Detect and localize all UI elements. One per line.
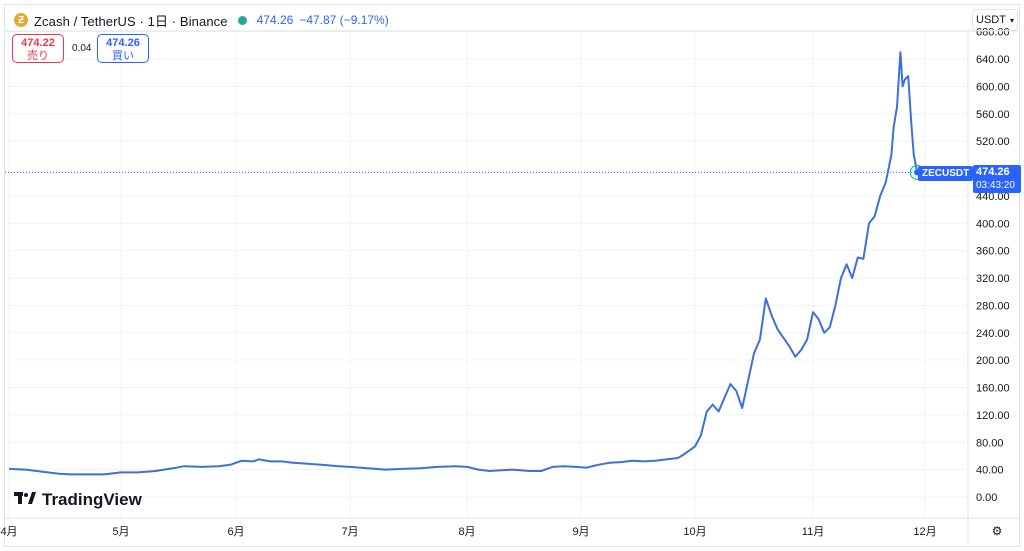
x-tick-label: 8月 xyxy=(458,526,475,538)
x-tick-label: 4月 xyxy=(0,526,17,538)
price-series-line xyxy=(8,51,919,476)
y-tick-label: 280.00 xyxy=(976,300,1010,312)
y-tick-label: 160.00 xyxy=(976,383,1010,395)
x-tick-label: 5月 xyxy=(112,526,129,538)
sell-price: 474.22 xyxy=(21,37,55,49)
y-tick-label: 400.00 xyxy=(976,218,1010,230)
y-tick-label: 440.00 xyxy=(976,191,1010,203)
last-price: 474.26 xyxy=(256,13,294,27)
sell-label: 売り xyxy=(27,50,49,62)
sell-button[interactable]: 474.22 売り xyxy=(12,34,64,63)
y-tick-label: 80.00 xyxy=(976,437,1004,449)
price-axis-value: 474.26 xyxy=(976,166,1010,178)
y-tick-label: 360.00 xyxy=(976,246,1010,258)
spread-value: 0.04 xyxy=(72,43,92,54)
tradingview-logo[interactable]: TradingView xyxy=(14,490,142,510)
y-tick-label: 240.00 xyxy=(976,328,1010,340)
y-tick-label: 640.00 xyxy=(976,54,1010,66)
x-tick-label: 12月 xyxy=(913,526,936,538)
bar-countdown: 03:43:20 xyxy=(976,180,1015,191)
logo-text: TradingView xyxy=(42,490,142,509)
settings-gear-icon[interactable]: ⚙ xyxy=(991,524,1003,538)
chevron-down-icon: ▾ xyxy=(1009,15,1014,25)
price-change: −47.87 (−9.17%) xyxy=(299,13,389,27)
x-tick-label: 6月 xyxy=(227,526,244,538)
x-tick-label: 9月 xyxy=(572,526,589,538)
y-tick-label: 680.00 xyxy=(976,27,1010,39)
y-tick-label: 600.00 xyxy=(976,81,1010,93)
currency-label: USDT xyxy=(976,14,1006,26)
x-tick-label: 10月 xyxy=(683,526,706,538)
y-tick-label: 560.00 xyxy=(976,109,1010,121)
chart-header: Ƶ Zcash / TetherUS · 1日 · Binance 474.26… xyxy=(14,11,389,29)
y-tick-label: 120.00 xyxy=(976,410,1010,422)
y-tick-label: 320.00 xyxy=(976,273,1010,285)
y-tick-label: 520.00 xyxy=(976,136,1010,148)
price-axis-label: 474.26 03:43:20 xyxy=(973,165,1021,193)
tradingview-logo-icon xyxy=(14,491,36,510)
buy-button[interactable]: 474.26 買い xyxy=(97,34,149,63)
x-tick-label: 11月 xyxy=(802,526,824,538)
chart-frame xyxy=(4,4,1020,547)
currency-selector[interactable]: USDT ▾ xyxy=(972,9,1018,31)
market-status-dot-icon xyxy=(237,15,247,25)
y-tick-label: 40.00 xyxy=(976,465,1004,477)
buy-label: 買い xyxy=(112,50,134,62)
zcash-coin-icon: Ƶ xyxy=(14,13,28,27)
y-tick-label: 0.00 xyxy=(976,492,997,504)
buy-price: 474.26 xyxy=(106,37,140,49)
symbol-title[interactable]: Zcash / TetherUS · 1日 · Binance xyxy=(34,13,228,29)
symbol-tag: ZECUSDT xyxy=(918,166,974,181)
y-tick-label: 200.00 xyxy=(976,355,1010,367)
x-tick-label: 7月 xyxy=(341,526,358,538)
